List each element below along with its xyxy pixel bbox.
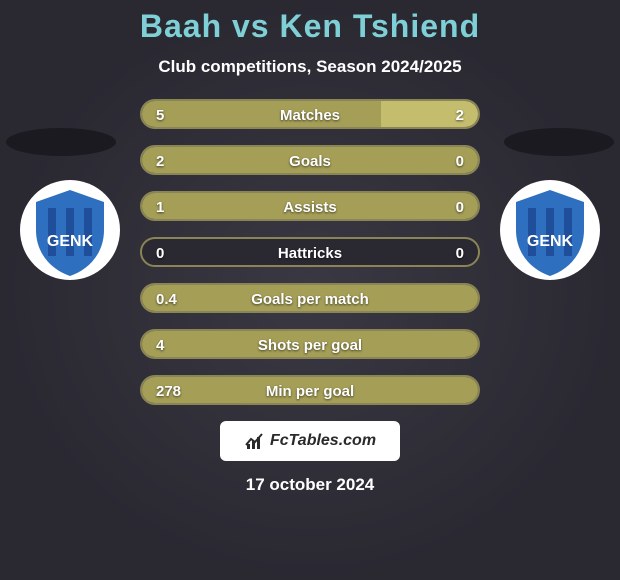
player2-silhouette-shadow xyxy=(504,128,614,156)
stat-bar-row: 0.4Goals per match xyxy=(140,283,480,313)
brand-label: FcTables.com xyxy=(270,432,376,450)
date-label: 17 october 2024 xyxy=(0,475,620,495)
stat-bar-row: 4Shots per goal xyxy=(140,329,480,359)
page-title: Baah vs Ken Tshiend xyxy=(0,8,620,45)
subtitle: Club competitions, Season 2024/2025 xyxy=(0,57,620,77)
comparison-card: Baah vs Ken Tshiend Club competitions, S… xyxy=(0,0,620,580)
player1-club-badge: GENK xyxy=(18,178,122,282)
title-player1: Baah xyxy=(140,8,222,44)
bar-label: Hattricks xyxy=(142,239,478,267)
player1-silhouette-shadow xyxy=(6,128,116,156)
stat-bar-row: 00Hattricks xyxy=(140,237,480,267)
bar-label: Assists xyxy=(142,193,478,221)
bar-label: Shots per goal xyxy=(142,331,478,359)
title-player2: Ken Tshiend xyxy=(279,8,480,44)
svg-text:GENK: GENK xyxy=(527,233,574,250)
stat-bars: 52Matches 20Goals 10Assists 00Hattricks 0.4G… xyxy=(140,99,480,405)
bar-label: Min per goal xyxy=(142,377,478,405)
title-vs: vs xyxy=(232,8,270,44)
bar-label: Matches xyxy=(142,101,478,129)
svg-text:GENK: GENK xyxy=(47,233,94,250)
stat-bar-row: 278Min per goal xyxy=(140,375,480,405)
bar-label: Goals per match xyxy=(142,285,478,313)
brand-badge: FcTables.com xyxy=(220,421,400,461)
brand-chart-icon xyxy=(244,431,264,451)
player2-club-badge: GENK xyxy=(498,178,602,282)
stat-bar-row: 52Matches xyxy=(140,99,480,129)
bar-label: Goals xyxy=(142,147,478,175)
stat-bar-row: 20Goals xyxy=(140,145,480,175)
stat-bar-row: 10Assists xyxy=(140,191,480,221)
